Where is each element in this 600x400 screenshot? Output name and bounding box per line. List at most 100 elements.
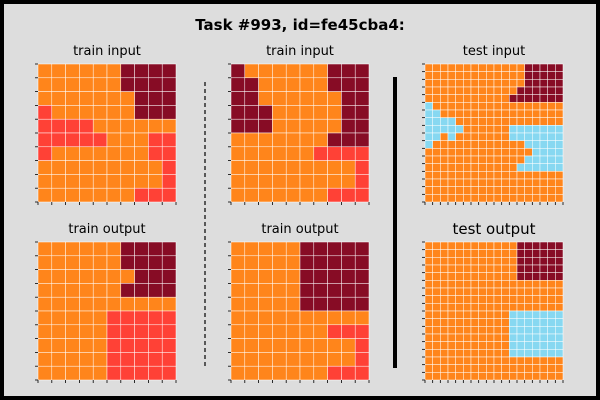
- grid-cell: [493, 264, 502, 273]
- grid-cell: [447, 264, 456, 273]
- grid-cell: [51, 118, 66, 134]
- grid-cell: [341, 352, 356, 367]
- grid-cell: [486, 155, 495, 164]
- grid-cell: [299, 174, 315, 189]
- grid-cell: [470, 178, 479, 187]
- grid-cell: [285, 269, 301, 284]
- grid-cell: [547, 310, 556, 319]
- grid-cell: [455, 186, 464, 195]
- grid-cell: [424, 356, 433, 365]
- grid-cell: [299, 77, 315, 92]
- grid-cell: [524, 364, 533, 373]
- grid-cell: [106, 365, 122, 381]
- grid-cell: [455, 310, 464, 319]
- grid-cell: [120, 63, 135, 79]
- train-output-2-grid: [228, 241, 370, 383]
- grid-cell: [161, 269, 177, 284]
- grid-cell: [341, 255, 356, 270]
- grid-cell: [493, 257, 502, 266]
- grid-cell: [501, 155, 510, 164]
- grid-cell: [539, 94, 548, 103]
- grid-cell: [327, 296, 342, 312]
- grid-cell: [516, 333, 525, 342]
- grid-cell: [272, 118, 287, 134]
- grid-cell: [470, 125, 479, 134]
- grid-cell: [501, 264, 510, 273]
- grid-cell: [440, 86, 449, 95]
- grid-cell: [65, 160, 80, 175]
- grid-cell: [455, 287, 464, 296]
- grid-cell: [524, 94, 533, 103]
- grid-cell: [532, 63, 541, 72]
- grid-cell: [547, 186, 556, 195]
- grid-cell: [532, 241, 541, 250]
- grid-cell: [440, 341, 449, 350]
- grid-cell: [65, 63, 80, 79]
- grid-cell: [285, 255, 301, 270]
- grid-cell: [524, 249, 533, 258]
- grid-cell: [148, 352, 163, 367]
- grid-cell: [79, 174, 94, 189]
- grid-cell: [120, 132, 135, 148]
- grid-cell: [447, 71, 456, 80]
- grid-cell: [148, 132, 163, 148]
- grid-cell: [493, 171, 502, 180]
- grid-cell: [493, 155, 502, 164]
- grid-cell: [470, 241, 479, 250]
- grid-cell: [455, 280, 464, 289]
- grid-cell: [440, 287, 449, 296]
- grid-cell: [470, 272, 479, 281]
- grid-cell: [230, 269, 246, 284]
- grid-cell: [524, 186, 533, 195]
- grid-cell: [106, 91, 122, 106]
- grid-cell: [516, 194, 525, 203]
- grid-cell: [120, 283, 135, 298]
- grid-cell: [501, 148, 510, 157]
- grid-cell: [493, 356, 502, 365]
- grid-cell: [486, 326, 495, 335]
- grid-cell: [244, 255, 259, 270]
- grid-cell: [463, 102, 472, 111]
- grid-cell: [555, 186, 564, 195]
- grid-cell: [455, 117, 464, 126]
- grid-cell: [532, 341, 541, 350]
- grid-cell: [547, 264, 556, 273]
- grid-cell: [106, 63, 122, 79]
- grid-cell: [493, 303, 502, 312]
- grid-cell: [258, 91, 273, 106]
- grid-cell: [532, 125, 541, 134]
- grid-cell: [532, 272, 541, 281]
- grid-cell: [354, 160, 370, 175]
- grid-cell: [313, 338, 328, 353]
- grid-cell: [547, 287, 556, 296]
- grid-cell: [341, 160, 356, 175]
- grid-cell: [134, 132, 149, 148]
- grid-cell: [285, 324, 301, 339]
- grid-cell: [455, 194, 464, 203]
- grid-cell: [341, 310, 356, 326]
- grid-cell: [486, 280, 495, 289]
- grid-cell: [447, 341, 456, 350]
- grid-cell: [432, 341, 441, 350]
- grid-cell: [486, 71, 495, 80]
- grid-cell: [478, 109, 487, 118]
- grid-cell: [258, 255, 273, 270]
- grid-cell: [532, 349, 541, 358]
- grid-cell: [134, 160, 149, 175]
- grid-cell: [65, 365, 80, 381]
- grid-cell: [532, 186, 541, 195]
- grid-cell: [327, 255, 342, 270]
- grid-cell: [79, 146, 94, 161]
- grid-cell: [440, 280, 449, 289]
- grid-cell: [463, 109, 472, 118]
- grid-cell: [516, 71, 525, 80]
- grid-cell: [341, 324, 356, 339]
- grid-cell: [230, 132, 246, 148]
- grid-cell: [447, 155, 456, 164]
- grid-cell: [470, 79, 479, 88]
- grid-cell: [539, 125, 548, 134]
- grid-cell: [440, 333, 449, 342]
- grid-cell: [440, 163, 449, 172]
- grid-cell: [501, 194, 510, 203]
- grid-cell: [424, 349, 433, 358]
